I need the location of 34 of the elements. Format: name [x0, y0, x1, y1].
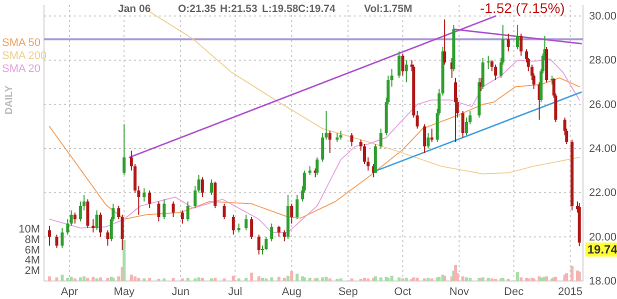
y-tick-label: 20.00: [589, 231, 617, 244]
text: SMA 50: [2, 37, 41, 49]
y-tick-label: 18.00: [589, 276, 617, 288]
annotation: O:21.35: [178, 3, 216, 15]
text: SMA 20: [2, 63, 41, 75]
y2-tick-label: 6M: [24, 244, 40, 256]
annotation: C:19.74: [298, 3, 336, 15]
x-tick-label: Oct: [394, 286, 412, 298]
x-tick-label: Nov: [449, 286, 470, 298]
y2-tick-label: 10M: [18, 223, 40, 236]
annotation: 19.74: [587, 242, 617, 257]
y-tick-label: 30.00: [589, 10, 617, 23]
text: SMA 200: [2, 50, 47, 62]
annotation: H:21.53: [220, 3, 258, 15]
text: DAILY: [4, 85, 15, 115]
y2-tick-label: 4M: [24, 254, 40, 267]
annotation: L:19.58: [262, 3, 298, 15]
x-tick-label: Jul: [228, 286, 242, 298]
annotation: Vol:1.75M: [364, 3, 412, 15]
y-tick-label: 28.00: [589, 54, 617, 67]
y2-tick-label: 2M: [24, 265, 40, 278]
y-tick-label: 22.00: [589, 187, 617, 200]
x-tick-label: Dec: [504, 286, 524, 298]
x-tick-label: Sep: [338, 286, 358, 298]
annotation: Jan 06: [118, 3, 151, 15]
x-tick-label: Jun: [172, 286, 190, 298]
y-tick-label: 24.00: [589, 143, 617, 156]
x-tick-label: May: [114, 286, 136, 298]
x-tick-label: Aug: [282, 286, 302, 298]
annotation: -1.52 (7.15%): [480, 0, 565, 16]
x-tick-label: 2015: [558, 286, 582, 298]
x-tick-label: Apr: [60, 286, 78, 298]
y2-tick-label: 8M: [24, 234, 40, 246]
y-tick-label: 26.00: [589, 98, 617, 111]
